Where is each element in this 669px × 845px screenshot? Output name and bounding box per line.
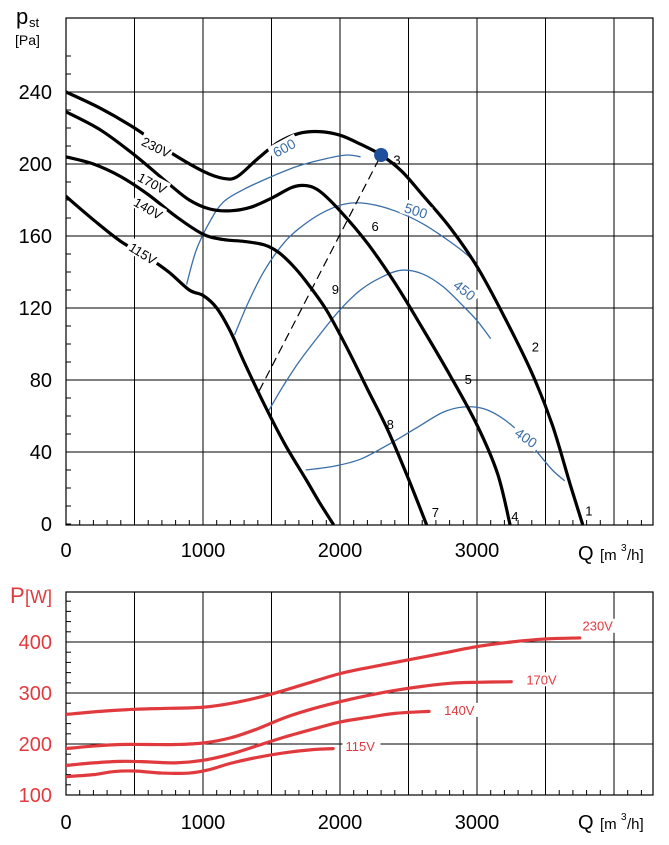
top-x-axis-main: Q [578,543,594,565]
power-curve-170V [66,680,513,751]
iso-label-600: 600 [267,133,301,162]
curve-label-140V: 140V [130,192,168,223]
curve-label-bg [138,132,176,161]
power-curve-230V [66,636,582,717]
iso-label-bg [267,133,301,162]
x-tick-label: 2000 [318,540,363,562]
power-grid [65,591,654,796]
power-label-170V: 170V [526,672,557,687]
point-label-3: 3 [393,152,400,167]
iso-label-text: 500 [402,199,429,222]
iso-line-400 [305,406,566,482]
iso-label-500: 500 [399,198,433,222]
iso-label-bg [448,274,482,305]
curve-label-bg [124,237,162,269]
bottom-x-axis-unit-pre: [m [600,816,617,833]
y-tick-label: 120 [19,298,52,320]
power-label-bg [342,739,381,754]
plot-frame [65,17,654,526]
system-line [258,154,382,392]
x-tick-label: 3000 [455,812,500,834]
curve-label-230V: 230V [138,132,176,161]
pressure-axis-title-main: p [16,4,28,29]
power-axis-title-main: P [10,583,25,608]
y-tick-label: 200 [19,154,52,176]
top-x-axis-unit-sup: 3 [621,543,627,554]
curve-label-170V: 170V [134,167,172,198]
y-tick-label: 400 [19,632,52,654]
power-label-bg [579,618,618,633]
top-x-axis-unit-pre: [m [600,547,617,564]
system-curve [258,154,382,392]
power-series [66,636,582,779]
point-label-8: 8 [387,417,394,432]
y-tick-label: 160 [19,226,52,248]
pressure-curve-230V [66,90,585,525]
y-tick-label: 0 [41,514,52,536]
x-tick-label: 0 [60,812,71,834]
x-tick-label: 3000 [455,540,500,562]
bottom-x-axis-unit-sup: 3 [621,812,627,823]
pressure-curve-170V [66,110,512,525]
power-curve-labels: 230V 170V 140V 115V [342,618,618,754]
x-tick-label: 0 [60,540,71,562]
point-label-5: 5 [465,372,472,387]
pressure-curve-115V [66,194,335,525]
pressure-axis-unit: [Pa] [15,32,40,48]
pressure-curve-140V [66,155,428,525]
point-label-6: 6 [372,219,379,234]
y-tick-label: 200 [19,734,52,756]
plot-frame [65,591,654,796]
iso-label-bg [399,198,433,222]
power-label-bg [523,672,562,687]
top-x-axis-unit-post: /h] [627,547,644,564]
power-curve-140V [66,709,431,768]
y-tick-label: 300 [19,683,52,705]
bottom-x-axis-unit-post: /h] [627,816,644,833]
power-curve-chart: 100 200 300 400 0 1000 2000 3000 230V 170V 140V 11… [10,583,654,834]
curve-label-bg [134,167,172,198]
bottom-x-axis-main: Q [578,812,594,834]
top-x-axis-title: Q [m 3 /h] [578,543,644,565]
y-tick-label: 80 [30,370,52,392]
pressure-axis-title-sub: st [29,15,40,30]
point-label-1: 1 [585,503,592,518]
power-label-115V: 115V [345,739,375,754]
x-tick-label: 2000 [318,812,363,834]
x-tick-label: 1000 [181,812,226,834]
point-label-9: 9 [332,282,339,297]
point-label-4: 4 [511,509,518,524]
point-label-7: 7 [432,505,439,520]
curve-point-labels: 1 2 3 4 5 6 7 8 9 [332,148,592,524]
curve-label-115V: 115V [124,237,162,269]
operating-point-marker [374,148,389,162]
power-label-bg [441,702,480,717]
power-curve-115V [66,746,335,779]
power-axis-unit: [W] [25,587,52,607]
x-tick-label: 1000 [181,540,226,562]
power-tick-labels: 100 200 300 400 0 1000 2000 3000 [19,632,500,834]
power-label-230V: 230V [582,619,613,634]
curve-label-bg [130,192,168,223]
curve-label-text: 230V [139,134,173,161]
pressure-grid [65,17,654,526]
y-tick-label: 40 [30,442,52,464]
power-label-140V: 140V [444,703,475,718]
iso-line-450 [268,269,492,411]
y-tick-label: 240 [19,82,52,104]
efficiency-iso-lines [185,154,566,482]
iso-label-bg [509,422,543,453]
point-label-2: 2 [532,340,539,355]
y-tick-label: 100 [19,785,52,807]
bottom-x-axis-title: Q [m 3 /h] [578,812,644,834]
iso-label-450: 450 [448,274,482,305]
pressure-tick-labels: 0 40 80 120 160 200 240 0 1000 2000 3000 [19,82,500,562]
iso-line-500 [233,202,478,336]
